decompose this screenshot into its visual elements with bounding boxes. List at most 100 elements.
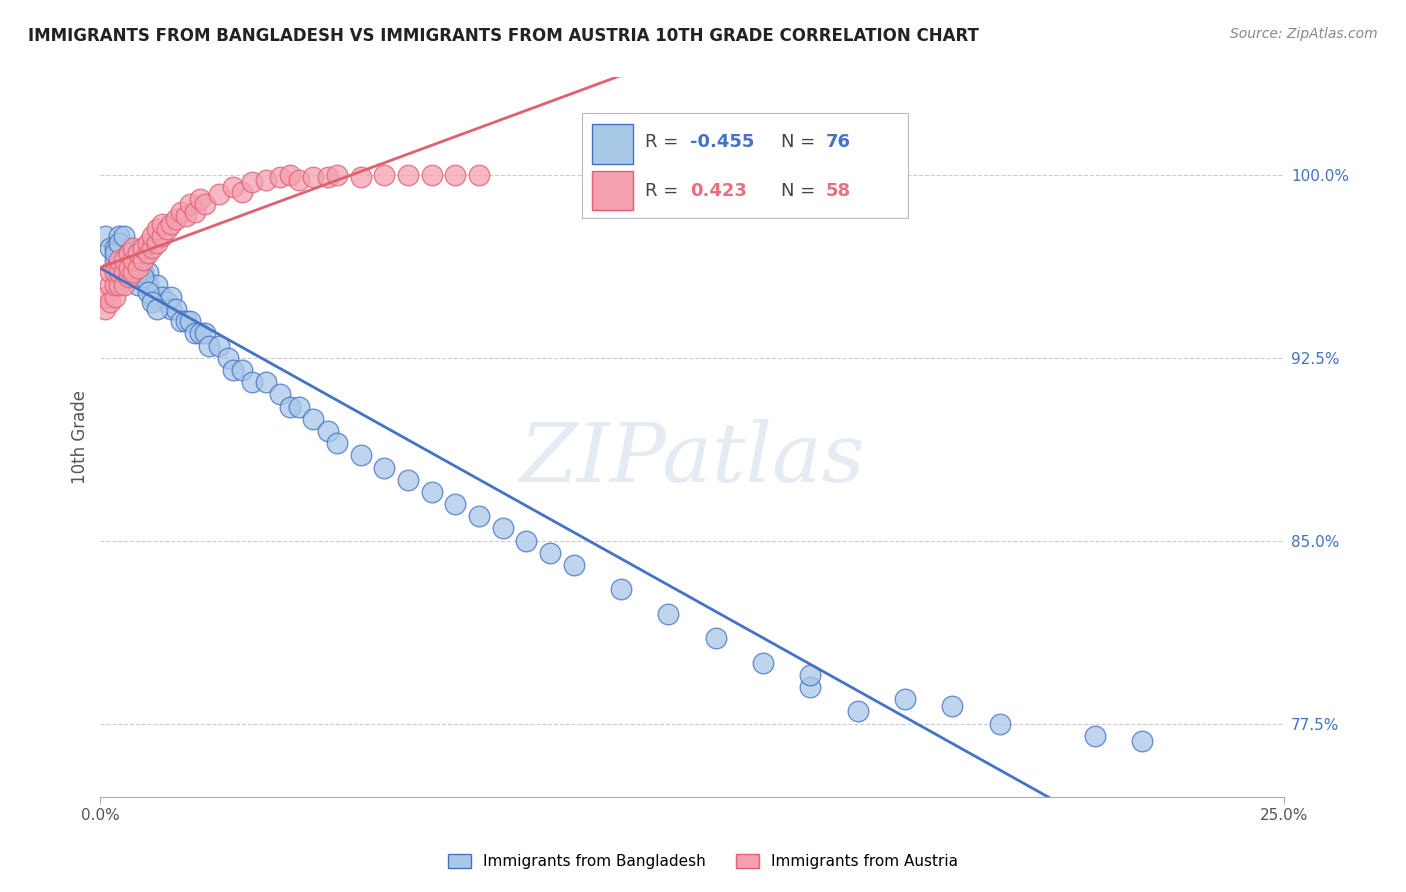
Point <box>132 253 155 268</box>
Point <box>170 204 193 219</box>
Point <box>193 197 215 211</box>
Point <box>240 375 263 389</box>
Text: Source: ZipAtlas.com: Source: ZipAtlas.com <box>1230 27 1378 41</box>
Text: ZIPatlas: ZIPatlas <box>519 418 865 499</box>
Point <box>122 253 145 268</box>
Point <box>420 484 443 499</box>
Point <box>184 326 207 341</box>
Point <box>316 170 339 185</box>
Point <box>108 236 131 251</box>
Text: -0.455: -0.455 <box>690 133 754 151</box>
Point <box>170 314 193 328</box>
Point <box>174 314 197 328</box>
Point <box>350 448 373 462</box>
Text: N =: N = <box>780 182 821 200</box>
Point <box>98 294 121 309</box>
Point <box>103 290 125 304</box>
Point <box>799 680 821 694</box>
Point <box>752 656 775 670</box>
Point <box>112 265 135 279</box>
Point <box>160 290 183 304</box>
Point <box>127 277 149 292</box>
Point <box>112 277 135 292</box>
Y-axis label: 10th Grade: 10th Grade <box>72 390 89 484</box>
Text: IMMIGRANTS FROM BANGLADESH VS IMMIGRANTS FROM AUSTRIA 10TH GRADE CORRELATION CHA: IMMIGRANTS FROM BANGLADESH VS IMMIGRANTS… <box>28 27 979 45</box>
Point <box>420 168 443 182</box>
Point <box>103 277 125 292</box>
Point <box>468 168 491 182</box>
Point <box>350 170 373 185</box>
Point <box>103 241 125 255</box>
Point <box>217 351 239 365</box>
Point <box>222 363 245 377</box>
Point <box>222 180 245 194</box>
Point <box>468 509 491 524</box>
Point <box>373 168 395 182</box>
Point <box>188 326 211 341</box>
Text: 0.423: 0.423 <box>690 182 747 200</box>
Point <box>179 314 201 328</box>
Point <box>288 173 311 187</box>
Point <box>193 326 215 341</box>
Point <box>373 460 395 475</box>
Point <box>112 265 135 279</box>
Point <box>112 228 135 243</box>
Point <box>94 290 117 304</box>
Point <box>657 607 679 621</box>
Point <box>150 290 173 304</box>
Point <box>1130 733 1153 747</box>
Point <box>846 704 869 718</box>
Point <box>141 294 163 309</box>
Point <box>799 667 821 681</box>
Bar <box>592 124 633 164</box>
Point <box>136 285 159 299</box>
Point <box>146 236 169 251</box>
Text: R =: R = <box>645 133 683 151</box>
Point <box>136 236 159 251</box>
Point <box>127 246 149 260</box>
Point <box>941 699 963 714</box>
Point <box>108 253 131 268</box>
Point <box>150 228 173 243</box>
Point <box>165 301 187 316</box>
Point <box>254 375 277 389</box>
Point <box>156 221 179 235</box>
Point <box>112 253 135 268</box>
Point <box>444 168 467 182</box>
Point <box>208 338 231 352</box>
Text: 76: 76 <box>825 133 851 151</box>
Point <box>160 301 183 316</box>
Point <box>1083 729 1105 743</box>
Point <box>146 301 169 316</box>
Point <box>98 277 121 292</box>
Point <box>94 228 117 243</box>
Point <box>127 260 149 275</box>
Point <box>198 338 221 352</box>
Point <box>94 301 117 316</box>
Point <box>118 241 141 255</box>
Point <box>132 241 155 255</box>
Point <box>538 546 561 560</box>
Point <box>444 497 467 511</box>
Point <box>136 246 159 260</box>
Point <box>326 168 349 182</box>
Point <box>141 290 163 304</box>
Point <box>240 175 263 189</box>
Point <box>103 265 125 279</box>
Point <box>132 265 155 279</box>
Point <box>704 631 727 645</box>
Point <box>108 277 131 292</box>
Point <box>122 265 145 279</box>
Point <box>278 400 301 414</box>
Point <box>108 228 131 243</box>
Point <box>112 253 135 268</box>
Point <box>118 253 141 268</box>
Point <box>103 253 125 268</box>
Point <box>146 221 169 235</box>
Point <box>146 277 169 292</box>
Point <box>165 211 187 226</box>
Point <box>122 253 145 268</box>
Point <box>269 387 291 401</box>
Text: N =: N = <box>780 133 821 151</box>
Point <box>108 265 131 279</box>
